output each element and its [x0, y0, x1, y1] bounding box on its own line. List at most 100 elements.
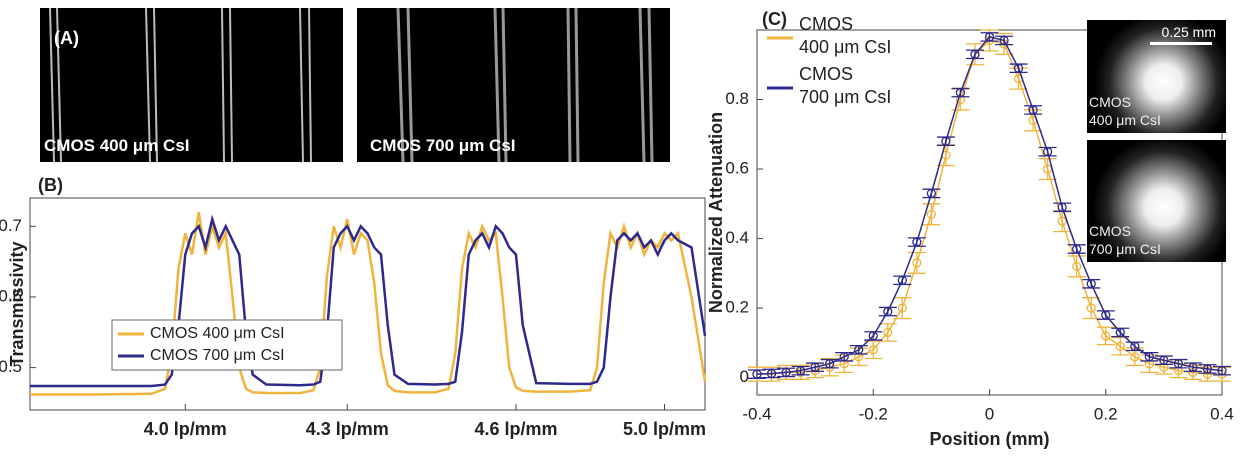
error-bar: [922, 203, 941, 226]
marker: [1159, 355, 1169, 365]
legend-label: CMOS 700 μm CsI: [150, 347, 285, 364]
x-tick-label: 4.6 lp/mm: [474, 419, 557, 439]
marker: [1101, 310, 1111, 320]
error-bar: [864, 331, 883, 341]
marker: [1130, 341, 1140, 351]
marker: [912, 258, 922, 268]
marker: [883, 306, 893, 317]
legend-entry: CMOS 400 μm CsI: [799, 14, 892, 58]
error-bar: [893, 275, 912, 286]
error-bar: [1082, 297, 1101, 320]
error-bar: [1111, 336, 1130, 356]
inset-image: 0.25 mm CMOS 400 μm CsI: [1087, 20, 1226, 133]
marker: [1115, 327, 1125, 338]
marker: [766, 368, 777, 379]
image-a2-lines: [396, 7, 654, 163]
x-tick-label: -0.2: [859, 404, 888, 423]
marker: [795, 366, 806, 376]
panel-label: (C): [762, 9, 787, 29]
panel-label: (B): [38, 175, 63, 195]
image-caption: CMOS 400 μm CsI: [44, 136, 190, 155]
image-a1: [40, 8, 343, 162]
error-bar: [1111, 327, 1130, 338]
marker: [1217, 366, 1227, 376]
marker: [868, 345, 878, 355]
inset-image: CMOS 700 μm CsI: [1087, 140, 1226, 262]
y-tick-label: 0.4: [725, 228, 749, 247]
marker: [1072, 261, 1082, 272]
inset-label: CMOS 700 μm CsI: [1089, 223, 1161, 257]
marker: [1115, 341, 1125, 351]
marker: [781, 367, 791, 378]
marker: [897, 303, 907, 313]
x-tick-label: 4.3 lp/mm: [306, 419, 389, 439]
inset-label: CMOS 400 μm CsI: [1089, 94, 1161, 128]
marker: [1130, 352, 1140, 362]
marker: [984, 32, 995, 42]
marker: [854, 345, 864, 355]
marker: [941, 136, 951, 146]
y-axis-label: Transmissivity: [7, 241, 27, 366]
y-tick-label: 0: [740, 367, 749, 386]
scale-bar: [1150, 42, 1212, 45]
error-bar: [1067, 255, 1086, 278]
marker: [752, 369, 762, 379]
y-tick-label: 0.6: [0, 286, 22, 305]
marker: [1188, 362, 1198, 372]
error-bar: [878, 306, 897, 317]
marker: [839, 352, 849, 362]
x-tick-label: 0.2: [1094, 404, 1118, 423]
marker: [1144, 352, 1154, 362]
image-a1-lines: [49, 7, 312, 163]
marker: [810, 362, 820, 372]
marker: [1057, 216, 1067, 226]
marker: [1057, 202, 1067, 212]
y-tick-label: 0.6: [725, 159, 749, 178]
y-tick-label: 0.2: [725, 298, 749, 317]
error-bar: [995, 35, 1014, 46]
marker: [897, 275, 907, 285]
error-bar: [864, 340, 883, 360]
marker: [868, 331, 878, 341]
error-bar: [1125, 341, 1144, 352]
marker: [1086, 303, 1096, 313]
marker: [926, 209, 937, 219]
legend-label: CMOS 400 μm CsI: [799, 14, 892, 58]
x-tick-label: 4.0 lp/mm: [144, 419, 227, 439]
error-bar: [1038, 157, 1057, 181]
marker: [970, 49, 980, 59]
error-bar: [878, 323, 897, 342]
marker: [926, 188, 937, 199]
marker: [1202, 364, 1213, 374]
legend-entry: CMOS 700 μm CsI: [799, 64, 892, 108]
panel-label: (A): [54, 28, 79, 48]
error-bar: [1082, 278, 1101, 289]
plot-frame: [29, 197, 706, 411]
scale-bar-label: 0.25 mm: [1161, 24, 1216, 40]
marker: [912, 237, 922, 247]
legend-label: CMOS 700 μm CsI: [799, 64, 892, 108]
marker: [1028, 105, 1038, 115]
y-tick-label: 0.8: [725, 89, 749, 108]
image-caption: CMOS 700 μm CsI: [370, 136, 516, 155]
y-tick-label: 0.7: [0, 216, 22, 235]
marker: [955, 87, 966, 98]
marker: [1072, 244, 1082, 254]
marker: [825, 359, 835, 369]
error-bar: [907, 251, 926, 274]
x-tick-label: 0.4: [1210, 404, 1234, 423]
legend-label: CMOS 400 μm CsI: [150, 325, 285, 342]
marker: [1013, 63, 1024, 73]
line: [30, 214, 707, 388]
marker: [1101, 331, 1111, 341]
error-bar: [1053, 210, 1072, 233]
legend-box: [111, 319, 343, 371]
marker: [883, 327, 893, 338]
marker: [1173, 359, 1184, 369]
x-tick-label: 5.0 lp/mm: [623, 419, 706, 439]
marker: [1086, 279, 1096, 289]
x-axis-label: Position (mm): [930, 429, 1050, 449]
error-bar: [1096, 326, 1115, 346]
error-bar: [893, 297, 912, 320]
